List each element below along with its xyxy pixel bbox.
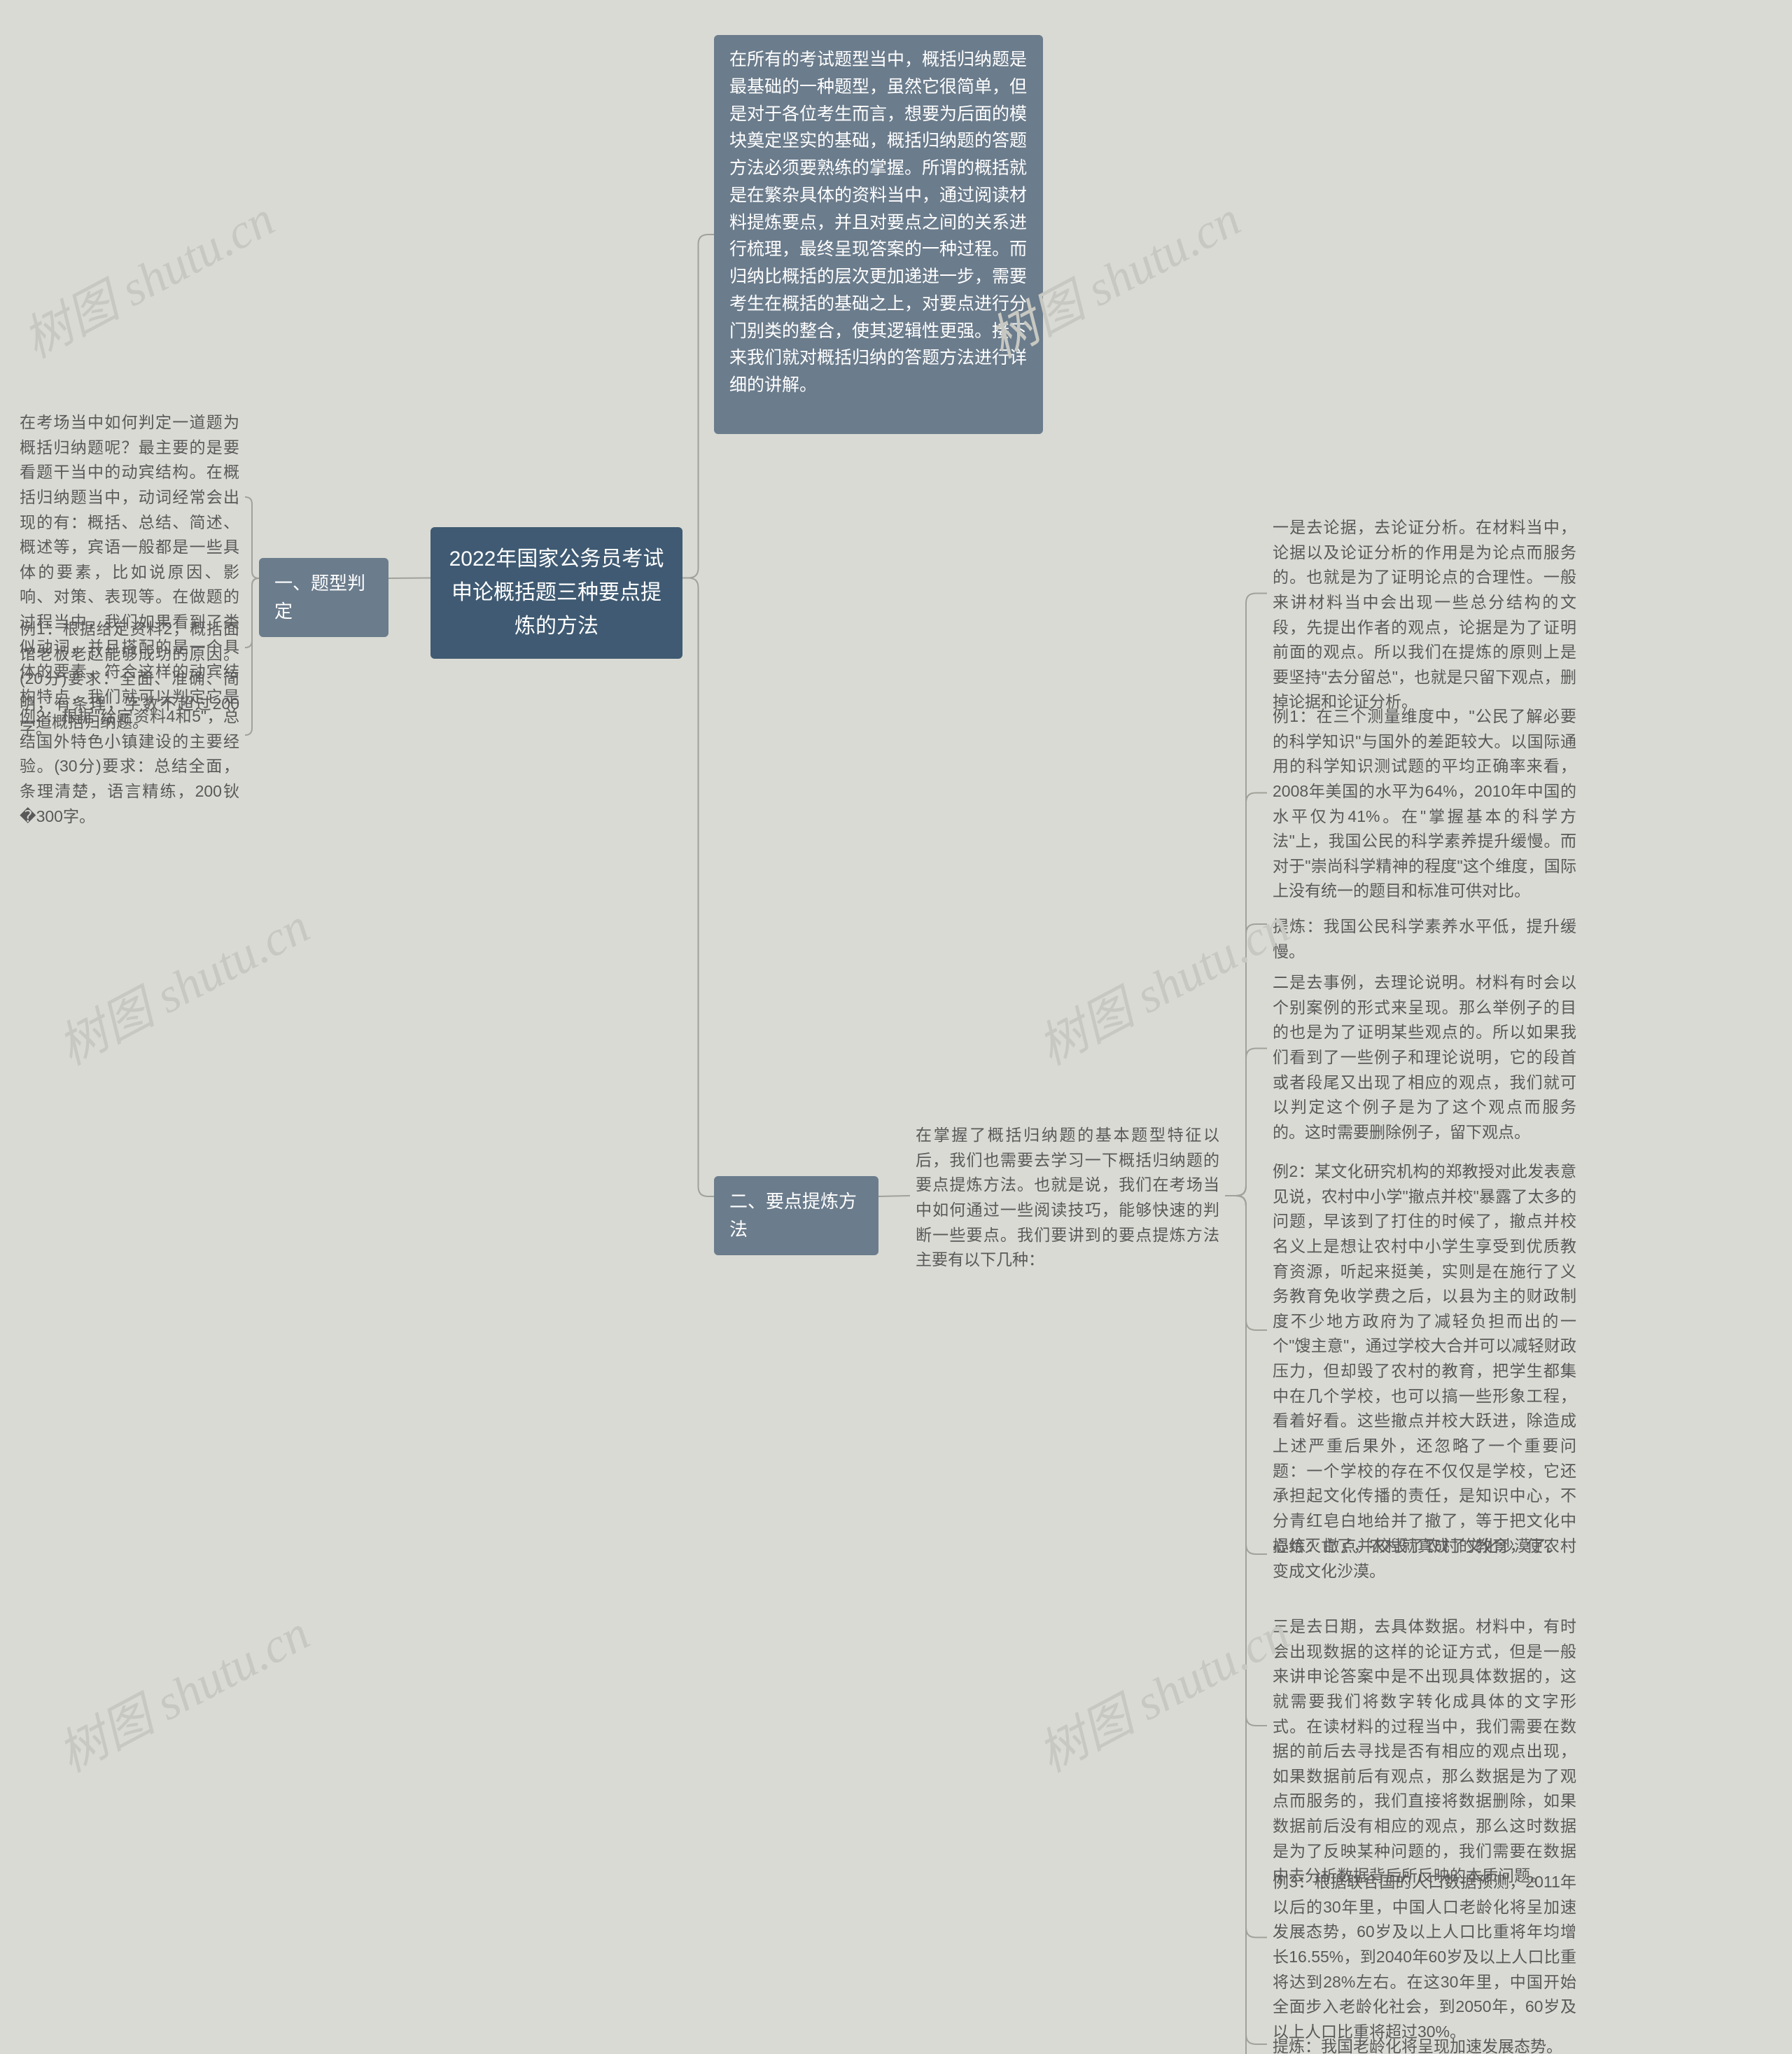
connector (245, 578, 259, 648)
connector (1225, 1196, 1267, 1938)
connector (388, 578, 430, 579)
watermark: 树图 shutu.cn (1024, 887, 1300, 1079)
connector (1225, 793, 1267, 1196)
connector (1225, 1196, 1267, 1330)
right-leaf-8[interactable]: 例3：根据联合国的人口数据预测，2011年以后的30年里，中国人口老龄化将呈加速… (1267, 1866, 1582, 2048)
extraction-methods-desc[interactable]: 在掌握了概括归纳题的基本题型特征以后，我们也需要去学习一下概括归纳题的要点提炼方… (910, 1119, 1225, 1277)
mindmap-canvas: 2022年国家公务员考试申论概括题三种要点提炼的方法 一、题型判定 在考场当中如… (0, 0, 1792, 2054)
connector (245, 578, 259, 735)
right-leaf-9[interactable]: 提炼：我国老龄化将呈现加速发展态势。 (1267, 2030, 1582, 2054)
topic-question-type[interactable]: 一、题型判定 (259, 558, 388, 637)
root-node[interactable]: 2022年国家公务员考试申论概括题三种要点提炼的方法 (430, 527, 682, 659)
watermark: 树图 shutu.cn (1024, 1594, 1300, 1786)
right-leaf-7[interactable]: 三是去日期，去具体数据。材料中，有时会出现数据的这样的论证方式，但是一般来讲申论… (1267, 1610, 1582, 1893)
right-leaf-6[interactable]: 提炼：撤点并校毁了农村的教育，使农村变成文化沙漠。 (1267, 1530, 1582, 1588)
connector (1225, 1196, 1267, 2044)
connector (1225, 1196, 1267, 2054)
watermark: 树图 shutu.cn (44, 1594, 320, 1786)
connector (1225, 1196, 1267, 1554)
right-leaf-4[interactable]: 二是去事例，去理论说明。材料有时会以个别案例的形式来呈现。那么举例子的目的也是为… (1267, 966, 1582, 1149)
connector (1225, 594, 1267, 1196)
right-leaf-2[interactable]: 例1：在三个测量维度中，"公民了解必要的科学知识"与国外的差距较大。以国际通用的… (1267, 700, 1582, 908)
right-leaf-3[interactable]: 提炼：我国公民科学素养水平低，提升缓慢。 (1267, 910, 1582, 968)
intro-block[interactable]: 在所有的考试题型当中，概括归纳题是最基础的一种题型，虽然它很简单，但是对于各位考… (714, 35, 1043, 434)
right-leaf-1[interactable]: 一是去论据，去论证分析。在材料当中，论据以及论证分析的作用是为论点而服务的。也就… (1267, 511, 1582, 719)
watermark: 树图 shutu.cn (44, 887, 320, 1079)
connector (245, 497, 259, 578)
topic-extraction-methods[interactable]: 二、要点提炼方法 (714, 1176, 878, 1255)
connector (1225, 1196, 1267, 1726)
connector (682, 578, 714, 1197)
watermark: 树图 shutu.cn (9, 180, 285, 372)
connector (1225, 924, 1267, 1196)
right-leaf-5[interactable]: 例2：某文化研究机构的郑教授对此发表意见说，农村中小学"撤点并校"暴露了太多的问… (1267, 1155, 1582, 1563)
connector (682, 235, 714, 578)
left-leaf-3[interactable]: 例2：根据"给定资料4和5"，总结国外特色小镇建设的主要经验。(30分)要求：总… (14, 700, 245, 833)
connector (1225, 1049, 1267, 1196)
